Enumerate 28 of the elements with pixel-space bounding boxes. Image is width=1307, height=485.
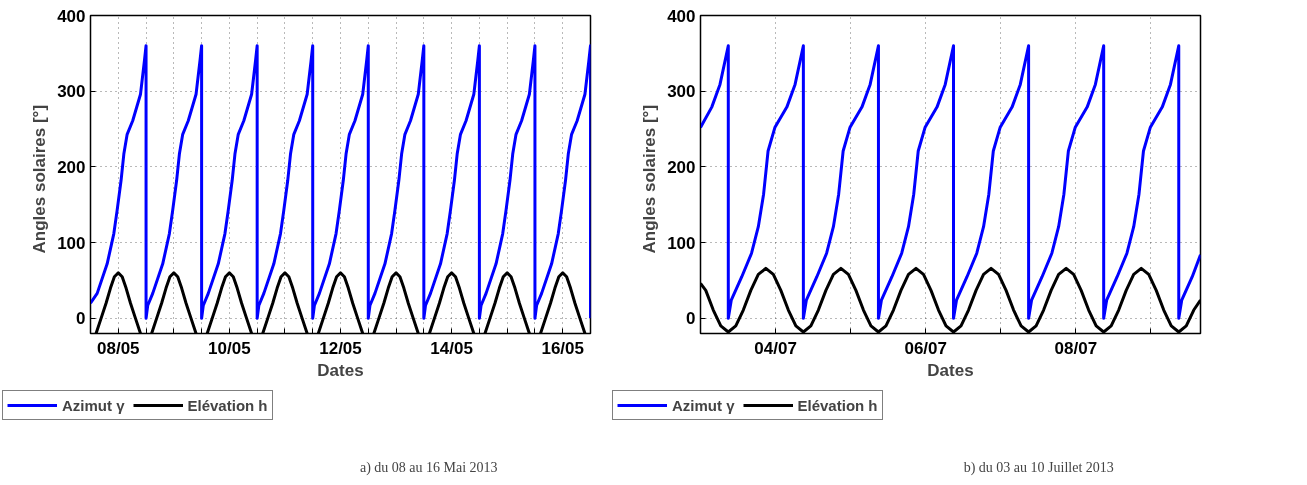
y-tick-label: 300 <box>667 82 696 102</box>
legend-label: Elévation h <box>187 396 268 414</box>
x-tick-label: 14/05 <box>430 338 473 358</box>
text: b) du 03 au 10 Juillet 2013 <box>963 459 1114 476</box>
y-tick-label: 0 <box>686 309 696 329</box>
y-axis-title: Angles solaires [°] <box>640 104 660 254</box>
legend-label: Azimut γ <box>672 396 735 414</box>
x-axis-title: Dates <box>317 360 364 380</box>
legend-label: Azimut γ <box>62 396 125 414</box>
x-tick-label: 16/05 <box>541 338 584 358</box>
y-tick-label: 100 <box>57 233 86 253</box>
x-tick-label: 12/05 <box>319 338 362 358</box>
y-tick-label: 0 <box>76 309 86 329</box>
y-tick-label: 200 <box>667 157 696 177</box>
y-tick-label: 400 <box>57 6 86 26</box>
x-axis-title: Dates <box>927 360 974 380</box>
x-tick-label: 06/07 <box>904 338 948 358</box>
x-tick-label: 08/07 <box>1054 338 1098 358</box>
y-tick-label: 300 <box>57 82 86 102</box>
x-tick-label: 04/07 <box>754 338 797 358</box>
x-tick-label: 08/05 <box>97 338 140 358</box>
y-tick-label: 400 <box>667 6 696 26</box>
text: a) du 08 au 16 Mai 2013 <box>359 459 498 476</box>
legend-label: Elévation h <box>797 396 878 414</box>
y-tick-label: 100 <box>667 233 696 253</box>
y-axis-title: Angles solaires [°] <box>30 104 50 254</box>
y-tick-label: 200 <box>57 157 86 177</box>
x-tick-label: 10/05 <box>208 338 251 358</box>
